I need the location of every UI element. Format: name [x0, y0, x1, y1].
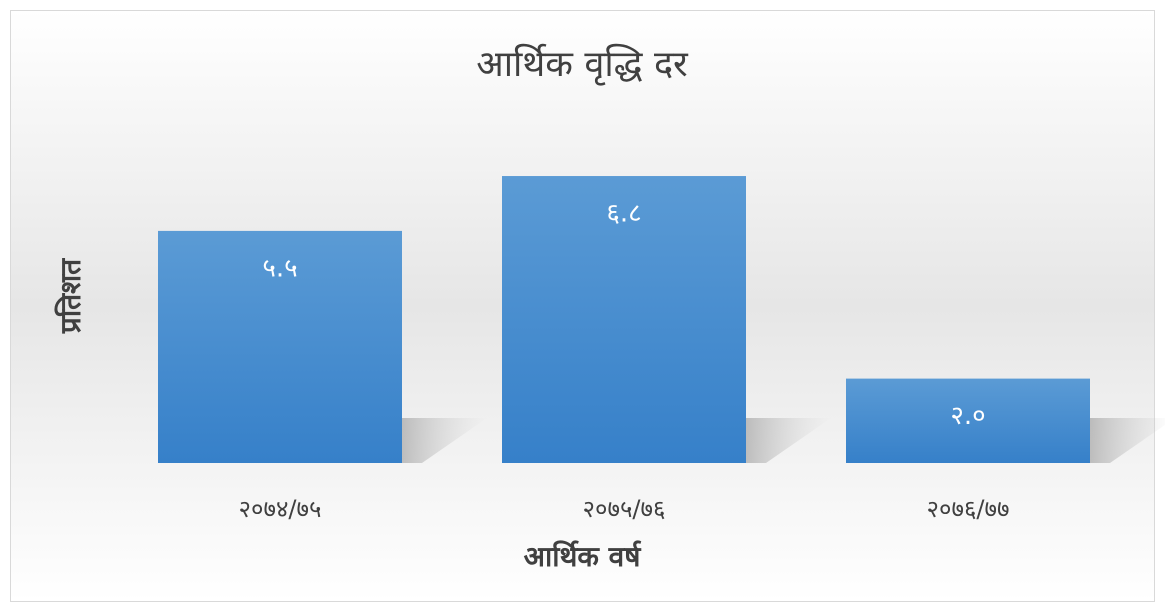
data-label: २.०: [950, 401, 985, 431]
x-axis-label: आर्थिक वर्ष: [524, 540, 643, 573]
x-tick-label: २०७५/७६: [583, 495, 666, 523]
bar: [502, 176, 746, 464]
y-axis-label: प्रतिशत: [54, 258, 87, 334]
bar-shadow: [1090, 418, 1165, 463]
data-label: ५.५: [262, 253, 297, 283]
data-label: ६.८: [606, 199, 641, 229]
bar-shadow: [402, 418, 487, 463]
bar-shadow: [746, 418, 831, 463]
bar: [846, 378, 1090, 463]
x-tick-label: २०७४/७५: [239, 495, 322, 523]
x-tick-label: २०७६/७७: [927, 495, 1010, 523]
bar: [158, 230, 402, 463]
chart-title: आर्थिक वृद्धि दर: [476, 43, 689, 86]
